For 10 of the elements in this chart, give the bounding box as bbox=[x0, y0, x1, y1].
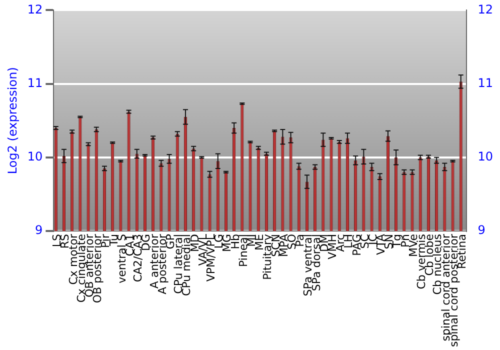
y2-tick-label: 9 bbox=[478, 223, 486, 238]
y-tick-label: 9 bbox=[35, 223, 43, 238]
x-tick-label: Pituitary bbox=[261, 234, 274, 280]
y2-tick-label: 12 bbox=[478, 2, 494, 16]
y-tick-label: 10 bbox=[27, 150, 43, 164]
y-tick-label: 11 bbox=[27, 76, 43, 90]
y-axis-title: Log2 (expression) bbox=[5, 67, 20, 174]
y2-tick-label: 11 bbox=[478, 76, 494, 90]
y-tick-label: 12 bbox=[27, 2, 43, 16]
y2-tick-label: 10 bbox=[478, 150, 494, 164]
